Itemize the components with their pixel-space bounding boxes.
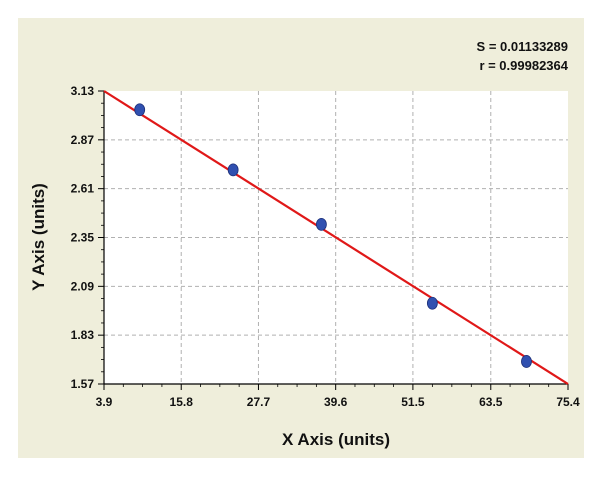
- x-axis-label: X Axis (units): [282, 430, 390, 449]
- y-tick-label: 2.09: [71, 279, 95, 293]
- stat-s-annotation: S = 0.01133289: [477, 39, 568, 54]
- x-tick-label: 3.9: [96, 395, 113, 409]
- x-tick-label: 51.5: [401, 395, 425, 409]
- x-tick-label: 15.8: [170, 395, 194, 409]
- x-ticks: 3.9 15.8 27.7 39.6 51.5 63.5 75.4: [96, 384, 580, 409]
- x-tick-label: 63.5: [479, 395, 503, 409]
- data-point: [227, 163, 239, 177]
- data-point: [521, 355, 532, 368]
- y-tick-label: 1.57: [71, 377, 95, 391]
- x-tick-label: 27.7: [247, 395, 271, 409]
- data-point: [134, 103, 146, 117]
- y-tick-label: 2.35: [71, 231, 95, 245]
- x-tick-label: 39.6: [324, 395, 348, 409]
- y-tick-label: 1.83: [71, 328, 95, 342]
- data-point: [315, 217, 327, 231]
- y-ticks: 3.13 2.87 2.61 2.35 2.09 1.83 1.57: [71, 84, 104, 391]
- stat-r-annotation: r = 0.99982364: [479, 58, 568, 73]
- y-axis-label: Y Axis (units): [29, 183, 48, 291]
- data-points: [134, 103, 532, 368]
- fit-line-group: [103, 90, 569, 385]
- y-tick-label: 2.61: [71, 182, 95, 196]
- fit-line: [103, 90, 569, 385]
- y-tick-label: 2.87: [71, 133, 95, 147]
- data-point: [426, 296, 438, 310]
- y-tick-label: 3.13: [71, 84, 95, 98]
- x-tick-label: 75.4: [556, 395, 580, 409]
